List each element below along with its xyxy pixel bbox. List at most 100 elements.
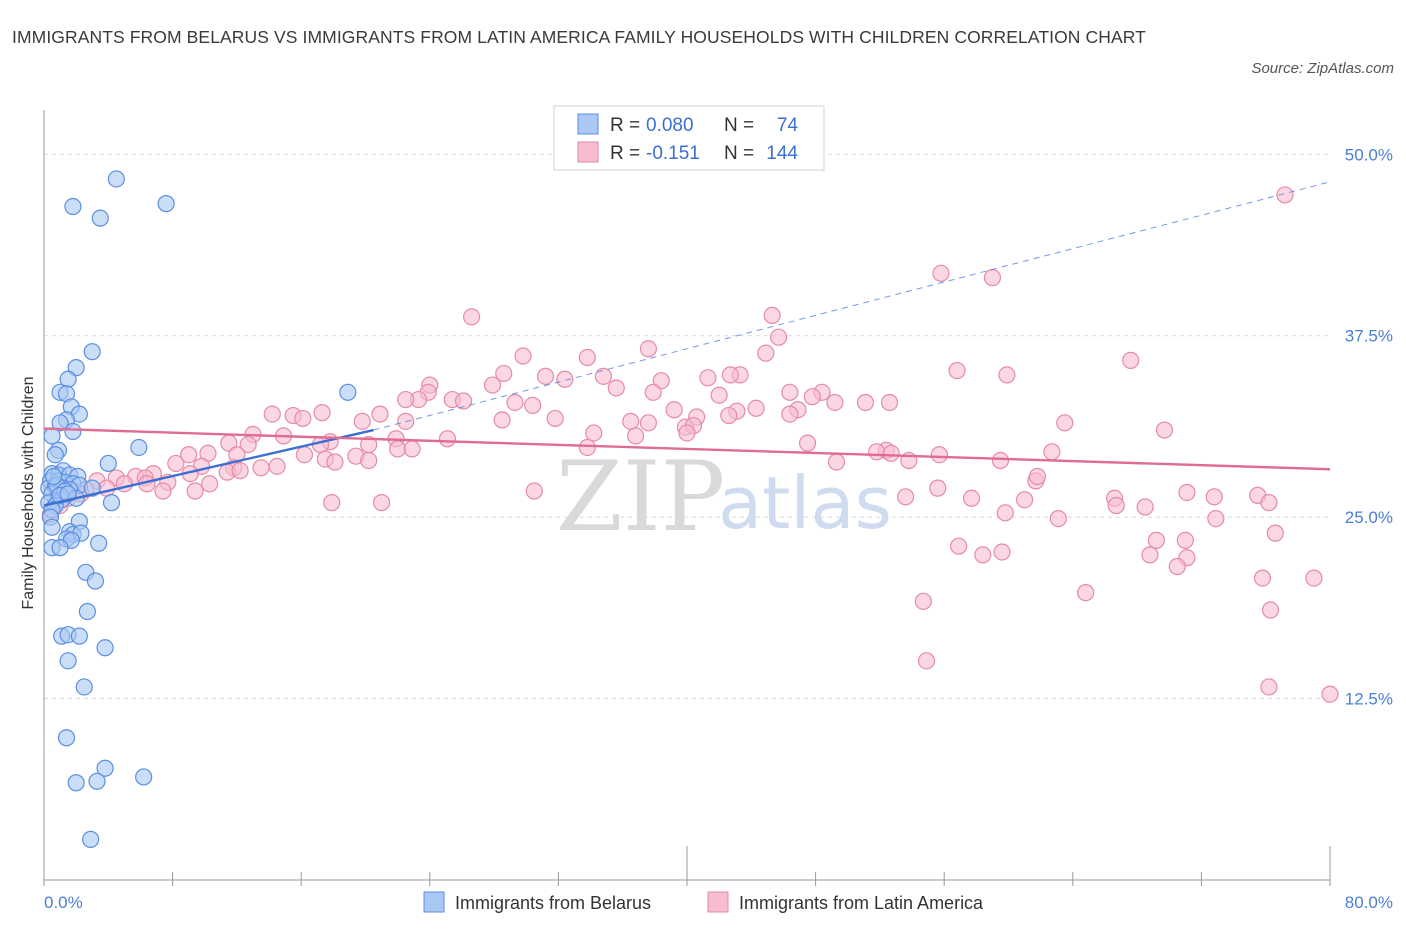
source-credit: Source: ZipAtlas.com bbox=[1251, 60, 1394, 77]
point-belarus bbox=[88, 772, 106, 790]
y-tick-label: 37.5% bbox=[1345, 327, 1393, 346]
point-belarus bbox=[83, 479, 101, 497]
point-latin-america bbox=[929, 479, 947, 497]
bottom-legend-label-belarus: Immigrants from Belarus bbox=[455, 893, 651, 913]
point-latin-america bbox=[1107, 496, 1125, 515]
point-latin-america bbox=[1176, 531, 1194, 549]
point-belarus bbox=[45, 467, 63, 486]
point-latin-america bbox=[536, 367, 555, 385]
legend-n-value-belarus: 74 bbox=[777, 115, 799, 136]
point-belarus bbox=[107, 170, 125, 188]
point-latin-america bbox=[180, 446, 198, 464]
point-belarus bbox=[339, 383, 357, 401]
point-latin-america bbox=[803, 388, 821, 406]
point-latin-america bbox=[948, 361, 966, 380]
trend-lines bbox=[43, 181, 1331, 507]
point-belarus bbox=[90, 534, 108, 552]
point-belarus bbox=[43, 427, 61, 445]
point-latin-america bbox=[1028, 467, 1047, 486]
point-belarus bbox=[70, 627, 88, 645]
point-latin-america bbox=[454, 392, 473, 410]
point-belarus bbox=[78, 602, 97, 621]
x-tick-label-max: 80.0% bbox=[1345, 893, 1393, 912]
point-latin-america bbox=[644, 383, 662, 401]
point-belarus bbox=[64, 422, 82, 441]
point-latin-america bbox=[1168, 557, 1186, 576]
point-latin-america bbox=[950, 537, 968, 555]
correlation-legend: R = 0.080 N = 74 R = -0.151 N = 144 bbox=[553, 105, 825, 171]
legend-n-label-belarus: N = bbox=[724, 115, 754, 136]
point-latin-america bbox=[524, 396, 542, 414]
trend-latin-america bbox=[43, 427, 1331, 471]
point-latin-america bbox=[397, 390, 415, 409]
point-latin-america bbox=[546, 409, 564, 428]
legend-r-value-latin-america: -0.151 bbox=[646, 143, 700, 164]
point-latin-america bbox=[1015, 491, 1034, 509]
y-tick-label: 50.0% bbox=[1345, 145, 1393, 164]
point-latin-america bbox=[594, 367, 613, 385]
point-latin-america bbox=[1077, 584, 1095, 602]
point-latin-america bbox=[294, 409, 312, 428]
point-latin-america bbox=[1207, 509, 1225, 528]
point-belarus bbox=[57, 729, 76, 747]
point-latin-america bbox=[389, 440, 407, 458]
bottom-legend-swatch-latin-america bbox=[707, 891, 729, 913]
point-latin-america bbox=[578, 348, 596, 367]
point-latin-america bbox=[295, 446, 314, 464]
point-latin-america bbox=[556, 370, 574, 388]
point-belarus bbox=[86, 572, 105, 590]
point-latin-america bbox=[372, 494, 391, 512]
point-latin-america bbox=[323, 494, 341, 512]
point-latin-america bbox=[678, 424, 696, 442]
point-latin-america bbox=[757, 344, 775, 362]
point-belarus bbox=[46, 446, 64, 464]
point-latin-america bbox=[326, 453, 344, 471]
point-latin-america bbox=[239, 435, 257, 454]
point-latin-america bbox=[1266, 524, 1284, 542]
point-latin-america bbox=[506, 393, 524, 412]
point-latin-america bbox=[1141, 546, 1159, 564]
point-latin-america bbox=[1305, 569, 1323, 587]
point-latin-america bbox=[231, 462, 249, 480]
point-latin-america bbox=[1122, 351, 1140, 369]
point-latin-america bbox=[868, 443, 886, 461]
watermark-zip: ZIP bbox=[556, 441, 725, 553]
point-belarus bbox=[135, 768, 153, 786]
point-latin-america bbox=[974, 546, 992, 564]
point-latin-america bbox=[1049, 509, 1067, 528]
point-latin-america bbox=[1178, 483, 1196, 502]
legend-n-value-latin-america: 144 bbox=[766, 143, 798, 164]
point-latin-america bbox=[578, 438, 596, 457]
series-legend: Immigrants from Belarus Immigrants from … bbox=[423, 891, 984, 913]
legend-n-label-latin-america: N = bbox=[724, 143, 754, 164]
point-latin-america bbox=[313, 404, 331, 422]
point-latin-america bbox=[639, 414, 658, 432]
series-latin-america-points bbox=[41, 186, 1339, 703]
point-belarus bbox=[75, 678, 93, 696]
point-latin-america bbox=[781, 383, 799, 401]
point-latin-america bbox=[882, 444, 900, 462]
point-latin-america bbox=[1136, 498, 1154, 516]
point-latin-america bbox=[991, 451, 1010, 470]
watermark: ZIP atlas bbox=[556, 441, 892, 553]
point-latin-america bbox=[720, 406, 738, 425]
point-belarus bbox=[67, 774, 85, 792]
point-latin-america bbox=[914, 592, 932, 610]
point-latin-america bbox=[826, 393, 844, 412]
x-tick-label-min: 0.0% bbox=[44, 893, 83, 912]
point-latin-america bbox=[585, 424, 603, 442]
point-latin-america bbox=[514, 347, 532, 365]
point-latin-america bbox=[438, 430, 457, 448]
point-latin-america bbox=[525, 482, 543, 500]
point-latin-america bbox=[1276, 186, 1294, 204]
point-latin-america bbox=[639, 340, 658, 358]
point-latin-america bbox=[252, 459, 270, 477]
point-belarus bbox=[102, 494, 121, 512]
legend-swatch-belarus bbox=[577, 113, 599, 135]
trend-belarus bbox=[43, 428, 374, 507]
point-latin-america bbox=[932, 264, 950, 282]
legend-r-value-belarus: 0.080 bbox=[646, 115, 694, 136]
point-latin-america bbox=[962, 489, 981, 507]
point-latin-america bbox=[1260, 678, 1278, 696]
